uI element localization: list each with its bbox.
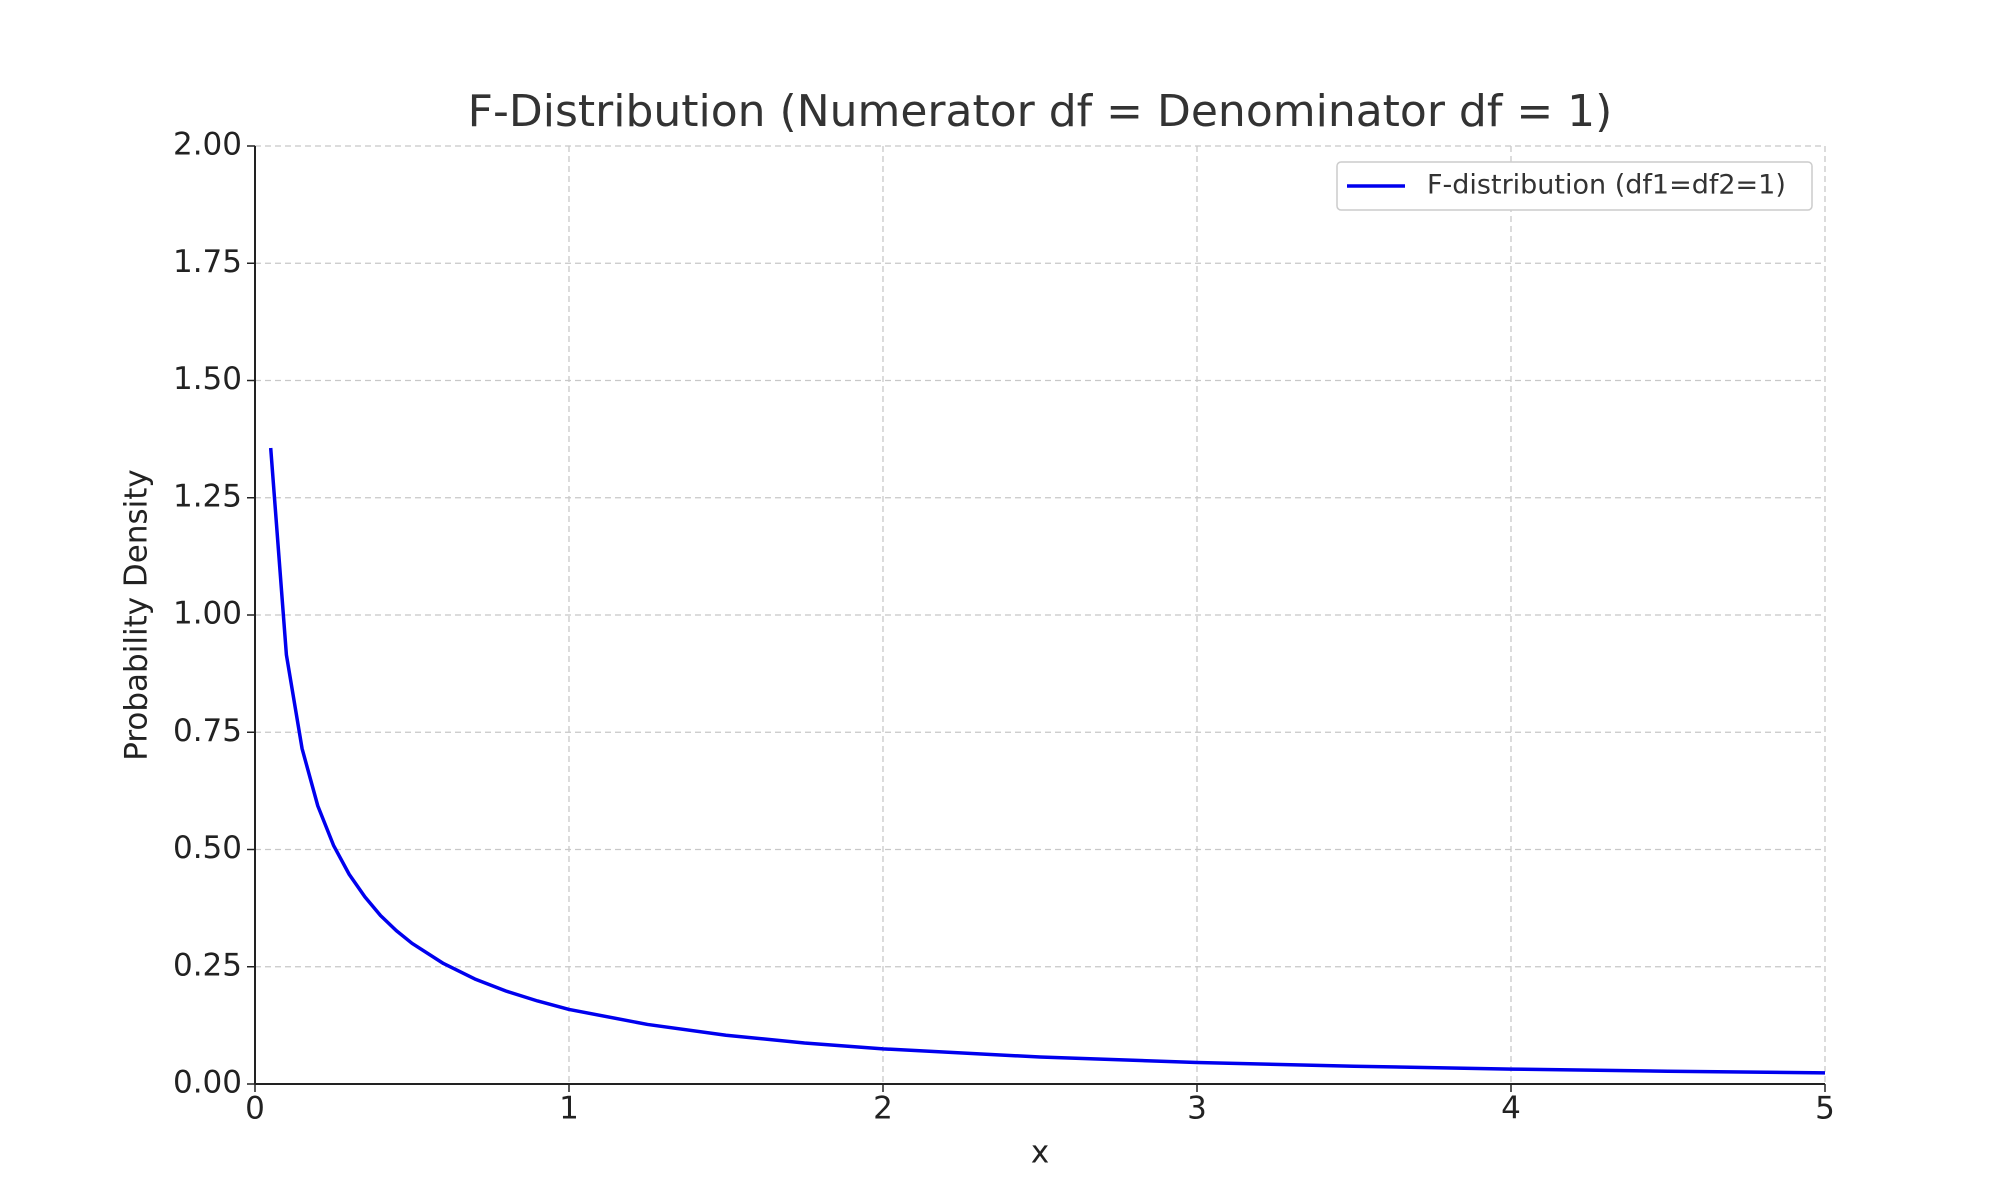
y-tick-label: 1.50 [173,361,242,397]
y-tick-label: 0.50 [173,830,242,866]
x-tick-label: 3 [1187,1091,1207,1127]
data-line [268,447,1826,1075]
legend-label: F-distribution (df1=df2=1) [1427,170,1786,201]
y-tick-label: 1.25 [173,478,242,514]
x-tick-label: 1 [559,1091,579,1127]
x-tick-label: 0 [245,1091,265,1127]
chart-title: F-Distribution (Numerator df = Denominat… [468,86,1613,137]
x-tick-label: 4 [1501,1091,1521,1127]
y-tick-label: 1.00 [173,596,242,632]
y-tick-label: 0.75 [173,713,242,749]
y-tick-label: 0.00 [173,1065,242,1101]
y-tick-label: 2.00 [173,127,242,163]
x-axis-label: x [1031,1135,1049,1171]
legend-box [1336,161,1813,211]
x-tick-label: 2 [873,1091,893,1127]
y-tick-label: 1.75 [173,244,242,280]
y-axis-label: Probability Density [119,469,155,761]
x-tick-label: 5 [1815,1091,1835,1127]
y-tick-label: 0.25 [173,947,242,983]
